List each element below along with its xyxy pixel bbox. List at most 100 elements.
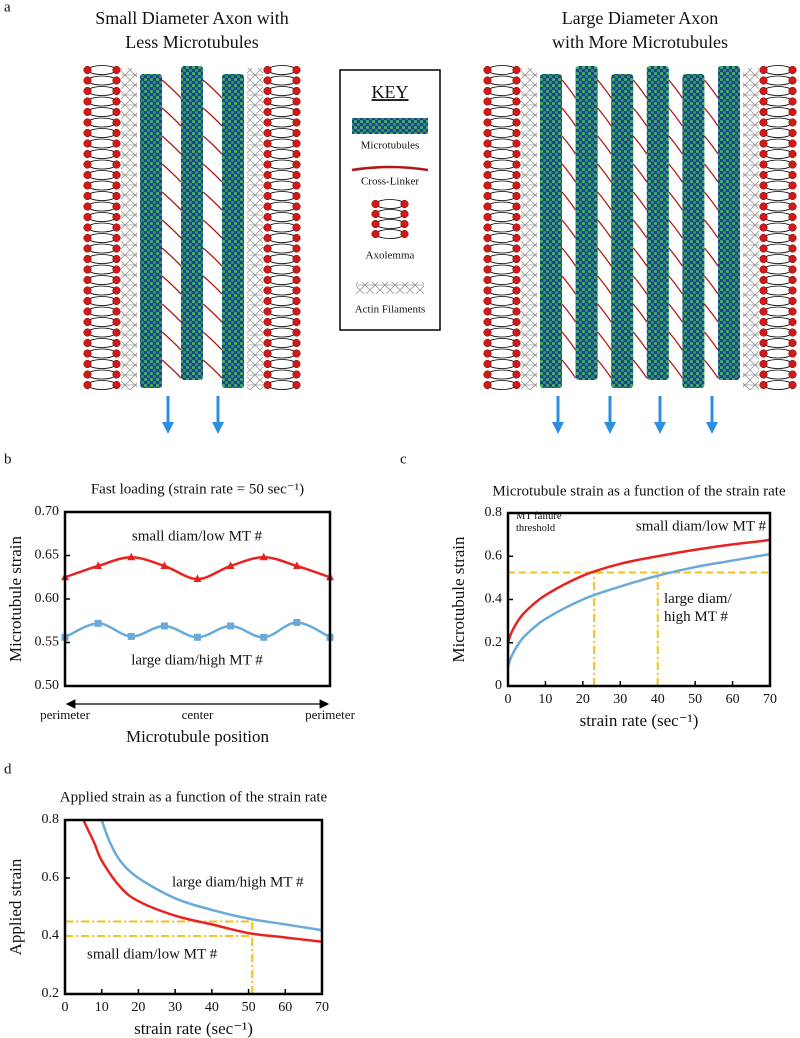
lipid-tail: [87, 191, 117, 201]
lipid-head: [263, 107, 272, 117]
lipid-tail: [267, 296, 297, 306]
lipid-head: [112, 139, 121, 148]
lipid-head: [292, 254, 301, 264]
lipid-head: [788, 76, 797, 85]
x-tick-label: 30: [613, 692, 627, 707]
lipid-tail: [87, 170, 117, 180]
lipid-head: [112, 254, 121, 264]
lipid-head: [759, 233, 768, 243]
cross-linker: [668, 359, 683, 379]
lipid-head: [263, 160, 272, 169]
cross-linker: [561, 275, 577, 295]
cross-linker: [703, 163, 719, 183]
lipid-head: [263, 265, 272, 274]
lipid-head: [112, 370, 121, 379]
lipid-tail: [87, 380, 117, 390]
cross-linker: [202, 79, 223, 99]
lipid-head: [788, 223, 797, 232]
lipid-tail: [267, 275, 297, 285]
lipid-head: [483, 128, 492, 138]
lipid-tail: [763, 191, 793, 201]
cross-linker: [202, 275, 223, 295]
lipid-head: [483, 307, 492, 316]
lipid-head: [512, 191, 521, 201]
cross-linker: [632, 331, 648, 351]
microtubule: [222, 74, 244, 388]
lipid-tail: [487, 380, 517, 390]
chart: Microtubule strain as a function of the …: [449, 483, 786, 729]
lipid-tail: [763, 222, 793, 233]
lipid-head: [263, 170, 272, 180]
x-tick-label: 30: [168, 1000, 182, 1015]
y-tick-label: 0.6: [485, 548, 503, 563]
cross-linker: [668, 163, 683, 183]
cross-linker: [668, 331, 683, 351]
lipid-head: [483, 181, 492, 190]
lipid-head: [759, 139, 768, 148]
cross-linker: [668, 191, 683, 211]
point-marker: [94, 619, 102, 627]
x-tick-label: 60: [278, 1000, 292, 1015]
lipid-head: [759, 181, 768, 190]
point-marker: [226, 561, 235, 569]
lipid-head: [788, 65, 797, 75]
lipid-tail: [763, 264, 793, 275]
lipid-head: [263, 212, 272, 222]
lipid-tail: [487, 338, 517, 348]
lipid-head: [788, 170, 797, 180]
lipid-head: [112, 170, 121, 180]
lipid-head: [759, 170, 768, 180]
lipid-head: [83, 160, 92, 169]
lipid-head: [483, 265, 492, 274]
series-label: small diam/low MT #: [636, 518, 767, 534]
lipid-tail: [487, 159, 517, 170]
chart-title: Fast loading (strain rate = 50 sec⁻¹): [91, 481, 304, 497]
lipid-head: [292, 107, 301, 117]
cross-linker: [703, 79, 719, 99]
lipid-head: [292, 296, 301, 306]
cross-linker: [161, 79, 182, 99]
lipid-tail: [267, 306, 297, 317]
lipid-head: [512, 254, 521, 264]
lipid-tail: [87, 317, 117, 327]
lipid-head: [263, 65, 272, 75]
lipid-tail: [267, 285, 297, 296]
lipid-head: [83, 254, 92, 264]
lipid-head: [292, 118, 301, 127]
lipid-tail: [487, 222, 517, 233]
lipid-head: [112, 244, 121, 253]
lipid-head: [83, 212, 92, 222]
cross-linker: [161, 107, 182, 127]
cross-linker: [561, 359, 577, 379]
lipid-head: [788, 349, 797, 358]
lipid-tail: [87, 149, 117, 159]
lipid-head: [83, 97, 92, 106]
lipid-head: [759, 191, 768, 201]
lipid-head: [483, 349, 492, 358]
lipid-head: [759, 65, 768, 75]
series-label: large diam/high MT #: [131, 652, 263, 668]
lipid-tail: [87, 359, 117, 369]
y-tick-label: 0.60: [35, 591, 60, 606]
lipid-tail: [487, 306, 517, 317]
lipid-head: [483, 254, 492, 264]
lipid-head: [512, 139, 521, 148]
lipid-head: [512, 97, 521, 106]
point-marker: [227, 622, 235, 630]
lipid-tail: [87, 117, 117, 128]
lipid-head: [83, 76, 92, 85]
lipid-tail: [487, 117, 517, 128]
x-tick-label: perimeter: [305, 707, 355, 722]
lipid-head: [112, 380, 121, 390]
lipid-head: [263, 359, 272, 369]
cross-linker: [202, 163, 223, 183]
diagram-title: Small Diameter Axon with: [95, 8, 288, 28]
cross-linker: [561, 303, 577, 323]
lipid-tail: [267, 317, 297, 327]
lipid-head: [292, 97, 301, 106]
lipid-tail: [763, 180, 793, 191]
x-tick-label: center: [182, 707, 214, 722]
series-line: [508, 552, 770, 667]
panel-label: c: [400, 451, 407, 467]
